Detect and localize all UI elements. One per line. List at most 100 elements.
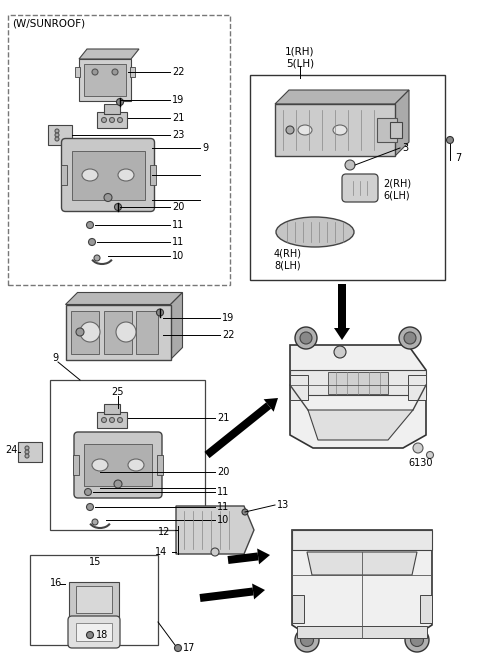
Ellipse shape — [276, 217, 354, 247]
Polygon shape — [395, 90, 409, 156]
Circle shape — [94, 255, 100, 261]
Polygon shape — [290, 370, 426, 395]
Polygon shape — [257, 548, 270, 564]
Text: 6(LH): 6(LH) — [383, 190, 409, 200]
Bar — [8, 15, 230, 285]
Text: 3: 3 — [402, 143, 408, 153]
Circle shape — [109, 417, 115, 422]
Text: 8(LH): 8(LH) — [275, 260, 301, 270]
Circle shape — [80, 322, 100, 342]
Text: 24: 24 — [5, 445, 17, 455]
Text: 6130: 6130 — [408, 458, 432, 468]
Text: 9: 9 — [202, 143, 208, 153]
Bar — [135, 310, 157, 354]
Bar — [149, 165, 156, 185]
Polygon shape — [65, 293, 182, 304]
Circle shape — [118, 417, 122, 422]
Bar — [297, 626, 427, 638]
Text: 25: 25 — [112, 387, 124, 397]
Circle shape — [25, 450, 29, 454]
Bar — [104, 104, 120, 114]
Bar — [104, 310, 132, 354]
Ellipse shape — [410, 634, 423, 647]
Circle shape — [211, 548, 219, 556]
Bar — [69, 582, 119, 617]
Text: 1(RH): 1(RH) — [285, 47, 315, 57]
Bar — [130, 67, 135, 77]
Circle shape — [104, 194, 112, 201]
Text: (W/SUNROOF): (W/SUNROOF) — [12, 19, 85, 29]
Circle shape — [86, 504, 94, 510]
Circle shape — [156, 309, 164, 316]
Bar — [18, 442, 42, 462]
Polygon shape — [275, 90, 409, 104]
Bar — [79, 59, 131, 101]
Circle shape — [76, 328, 84, 336]
Ellipse shape — [300, 634, 313, 647]
Polygon shape — [228, 552, 259, 564]
Bar — [75, 67, 80, 77]
Circle shape — [175, 644, 181, 651]
Ellipse shape — [118, 169, 134, 181]
Text: 21: 21 — [217, 413, 229, 423]
Text: 22: 22 — [172, 67, 184, 77]
Circle shape — [242, 509, 248, 515]
Circle shape — [55, 129, 59, 133]
Ellipse shape — [295, 327, 317, 349]
Text: 14: 14 — [155, 547, 167, 557]
Polygon shape — [334, 328, 350, 340]
Text: 20: 20 — [172, 202, 184, 212]
Text: 17: 17 — [183, 643, 195, 653]
Circle shape — [92, 69, 98, 75]
FancyBboxPatch shape — [61, 138, 155, 211]
Bar — [71, 310, 98, 354]
Text: 11: 11 — [172, 237, 184, 247]
FancyBboxPatch shape — [74, 432, 162, 498]
Text: 9: 9 — [52, 353, 58, 363]
Text: 13: 13 — [277, 500, 289, 510]
Circle shape — [25, 446, 29, 450]
Circle shape — [427, 451, 433, 459]
Polygon shape — [170, 293, 182, 359]
Circle shape — [109, 117, 115, 123]
Circle shape — [55, 137, 59, 141]
Bar — [250, 75, 445, 280]
Circle shape — [114, 480, 122, 488]
Polygon shape — [292, 530, 432, 550]
Bar — [30, 555, 158, 645]
Bar — [60, 165, 67, 185]
Circle shape — [112, 69, 118, 75]
Circle shape — [84, 489, 92, 495]
Polygon shape — [252, 584, 265, 600]
Ellipse shape — [298, 125, 312, 135]
Text: 2(RH): 2(RH) — [383, 178, 411, 188]
Text: 20: 20 — [217, 467, 229, 477]
Ellipse shape — [405, 628, 429, 652]
Polygon shape — [176, 506, 254, 554]
Polygon shape — [292, 530, 432, 638]
Polygon shape — [79, 49, 139, 59]
Bar — [84, 444, 152, 486]
Ellipse shape — [82, 169, 98, 181]
Circle shape — [413, 443, 423, 453]
Ellipse shape — [333, 125, 347, 135]
Ellipse shape — [399, 327, 421, 349]
Bar — [76, 586, 112, 613]
Ellipse shape — [404, 332, 416, 344]
Text: 4(RH): 4(RH) — [274, 248, 302, 258]
Polygon shape — [204, 402, 271, 458]
Bar — [72, 150, 144, 199]
FancyBboxPatch shape — [68, 616, 120, 648]
Bar — [50, 380, 205, 530]
Text: 10: 10 — [172, 251, 184, 261]
Text: 22: 22 — [222, 330, 235, 340]
Bar — [275, 104, 395, 156]
Circle shape — [86, 632, 94, 638]
Circle shape — [25, 454, 29, 458]
Bar — [84, 64, 126, 96]
Text: 16: 16 — [50, 578, 62, 588]
Ellipse shape — [92, 459, 108, 471]
Circle shape — [101, 417, 107, 422]
Polygon shape — [290, 345, 426, 448]
Bar — [48, 125, 72, 145]
